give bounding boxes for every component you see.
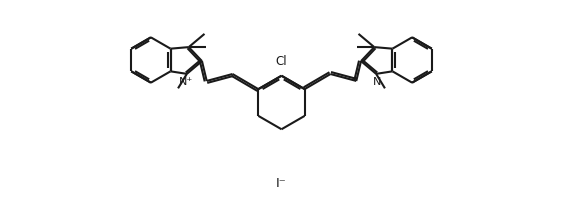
Text: N⁺: N⁺	[179, 76, 193, 86]
Text: I⁻: I⁻	[276, 176, 287, 189]
Text: N: N	[373, 76, 381, 86]
Text: Cl: Cl	[276, 55, 287, 68]
